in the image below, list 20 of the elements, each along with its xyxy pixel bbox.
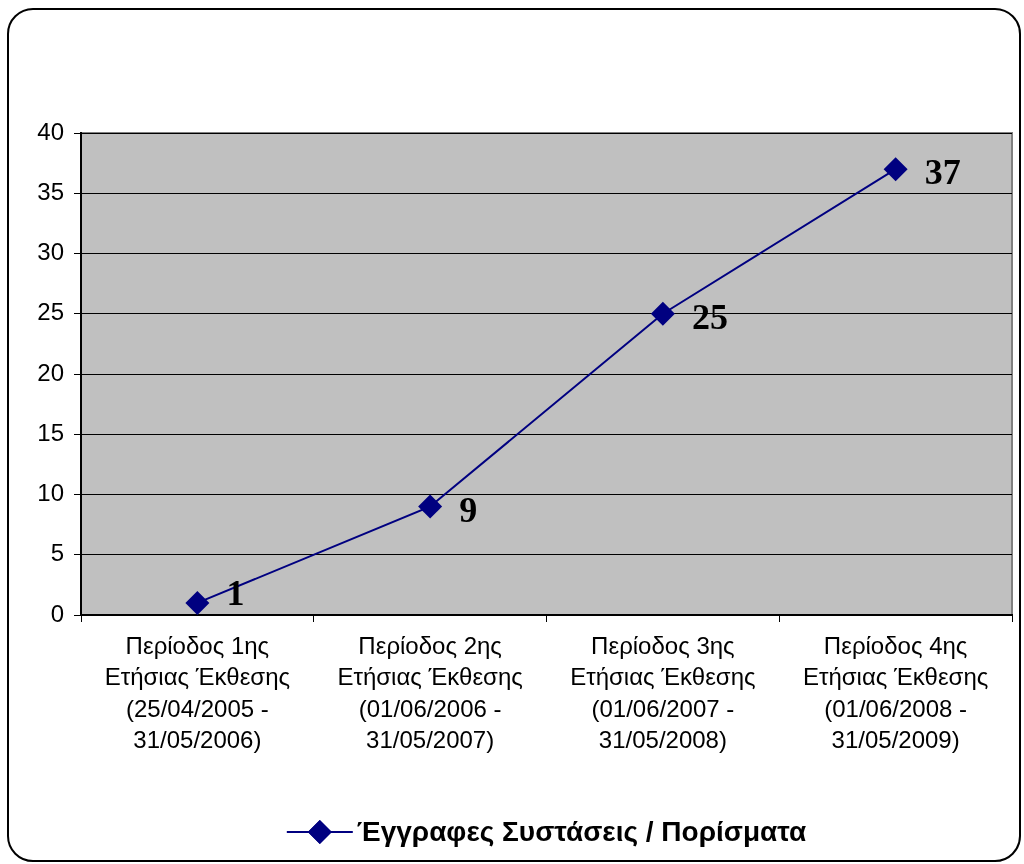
point (883, 157, 908, 182)
x-tick-label: Περίοδος 4ης Ετήσιας Έκθεσης (01/06/2008 - 31/05/2009) (802, 632, 989, 753)
y-tick-label: 35 (37, 177, 64, 205)
point (650, 301, 675, 326)
legend-label: Έγγραφες Συστάσεις / Πορίσματα (356, 815, 807, 847)
data-label: 9 (459, 489, 478, 530)
x-tick-label: Περίοδος 1ης Ετήσιας Έκθεσης (25/04/2005 - 31/05/2006) (104, 632, 291, 753)
point (418, 494, 443, 519)
y-tick-label: 25 (37, 298, 64, 326)
y-tick-label: 5 (50, 539, 64, 567)
point (185, 590, 210, 615)
x-tick-label: Περίοδος 3ης Ετήσιας Έκθεσης (01/06/2007 - 31/05/2008) (570, 632, 756, 753)
y-tick-label: 30 (37, 238, 64, 266)
data-label: 37 (924, 152, 961, 193)
y-tick-label: 20 (37, 358, 64, 386)
x-tick-label: Περίοδος 2ης Ετήσιας Έκθεσης (01/06/2006 - 31/05/2007) (337, 632, 523, 753)
y-tick-label: 0 (50, 599, 64, 627)
y-tick-label: 15 (37, 418, 64, 446)
y-tick-label: 10 (37, 479, 64, 507)
y-tick-label: 40 (37, 117, 64, 145)
